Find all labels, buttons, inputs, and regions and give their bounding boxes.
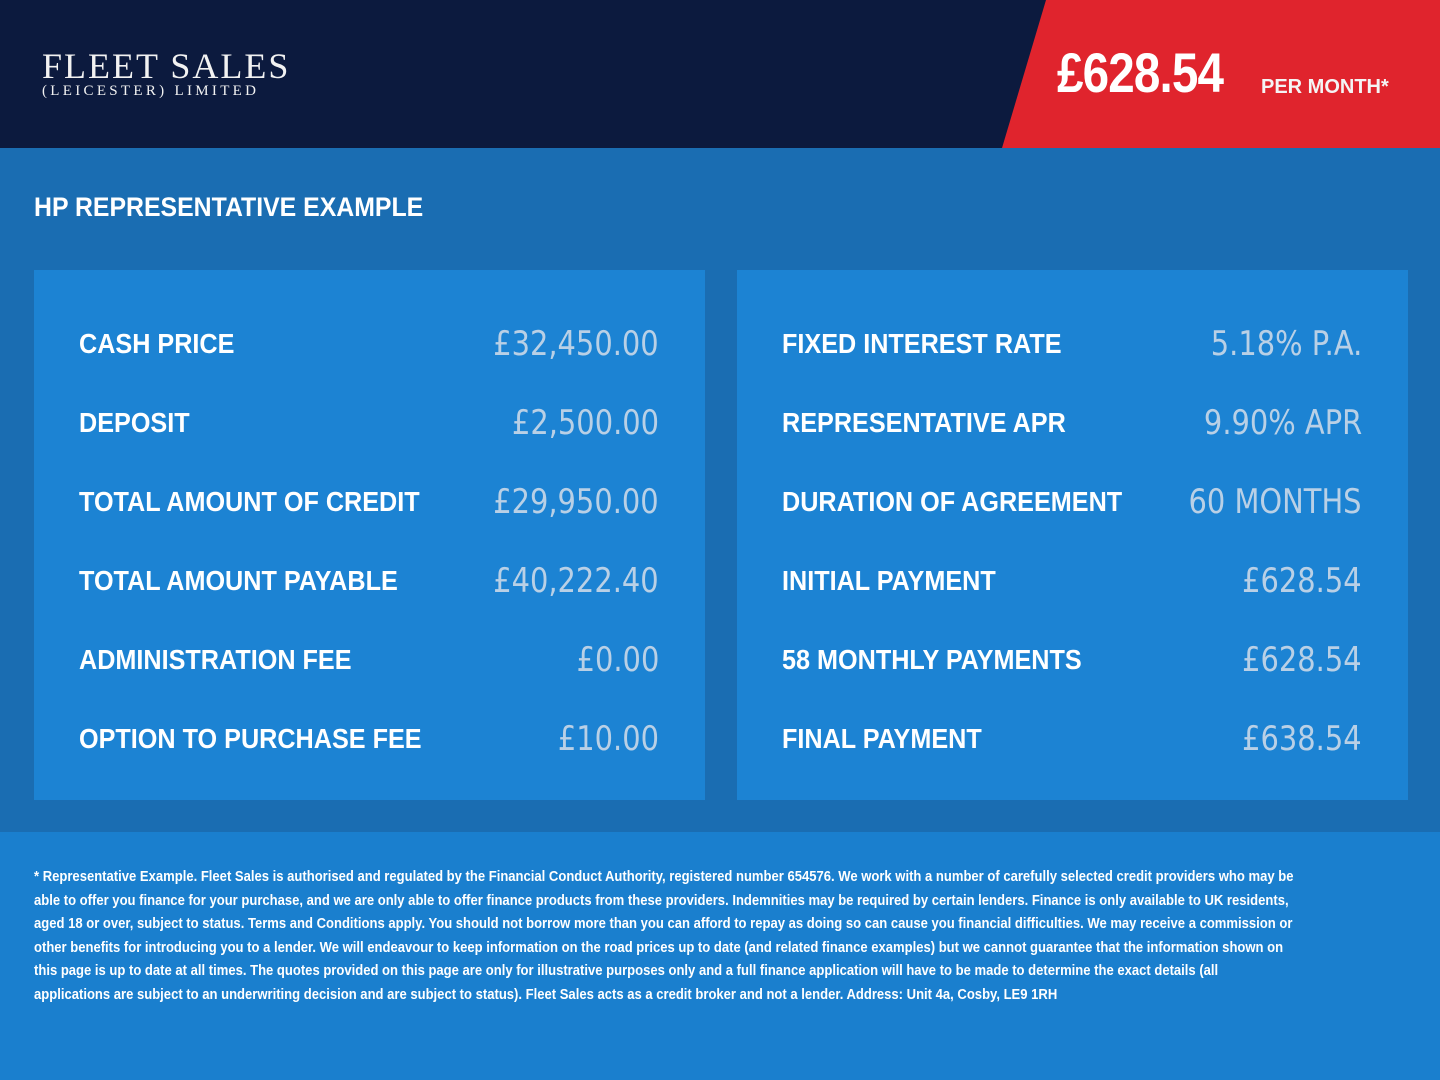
finance-value: £638.54 (1242, 719, 1362, 759)
finance-label: TOTAL AMOUNT OF CREDIT (79, 486, 420, 517)
finance-row: REPRESENTATIVE APR 9.90% APR (782, 403, 1362, 447)
finance-row: FINAL PAYMENT £638.54 (782, 719, 1362, 763)
finance-label: OPTION TO PURCHASE FEE (79, 723, 422, 754)
per-month-label: PER MONTH* (1261, 76, 1389, 98)
finance-panel-right: FIXED INTEREST RATE 5.18% P.A. REPRESENTAT… (737, 270, 1408, 800)
finance-label: DURATION OF AGREEMENT (782, 486, 1123, 517)
finance-value: £29,950.00 (493, 482, 659, 522)
finance-value: 60 MONTHS (1188, 482, 1362, 522)
finance-label: DEPOSIT (79, 407, 190, 438)
finance-label: FIXED INTEREST RATE (782, 328, 1062, 359)
footer: * Representative Example. Fleet Sales is… (0, 832, 1440, 1080)
finance-panel-left: CASH PRICE £32,450.00 DEPOSIT £2,500.00 TOTA… (34, 270, 705, 800)
finance-value: £628.54 (1242, 640, 1362, 680)
finance-value: £32,450.00 (493, 324, 659, 364)
disclaimer-text: * Representative Example. Fleet Sales is… (34, 869, 1294, 1003)
finance-row: ADMINISTRATION FEE £0.00 (79, 640, 659, 684)
finance-label: 58 MONTHLY PAYMENTS (782, 644, 1082, 675)
finance-value: £10.00 (557, 719, 659, 759)
finance-label: ADMINISTRATION FEE (79, 644, 352, 675)
finance-value: £2,500.00 (511, 403, 659, 443)
finance-row: DURATION OF AGREEMENT 60 MONTHS (782, 482, 1362, 526)
logo-line-1: FLEET SALES (42, 46, 291, 86)
finance-label: REPRESENTATIVE APR (782, 407, 1066, 438)
finance-row: 58 MONTHLY PAYMENTS £628.54 (782, 640, 1362, 684)
monthly-price-banner: £628.54 PER MONTH* (1002, 0, 1440, 148)
finance-value: £0.00 (576, 640, 659, 680)
header: FLEET SALES (LEICESTER) LIMITED £628.54 … (0, 0, 1440, 148)
finance-value: 5.18% P.A. (1210, 324, 1362, 364)
company-logo: FLEET SALES (LEICESTER) LIMITED (42, 48, 290, 99)
finance-label: FINAL PAYMENT (782, 723, 982, 754)
finance-value: £628.54 (1242, 561, 1362, 601)
section-title: HP REPRESENTATIVE EXAMPLE (34, 192, 424, 222)
finance-row: FIXED INTEREST RATE 5.18% P.A. (782, 324, 1362, 368)
finance-label: CASH PRICE (79, 328, 235, 359)
finance-row: OPTION TO PURCHASE FEE £10.00 (79, 719, 659, 763)
finance-row: INITIAL PAYMENT £628.54 (782, 561, 1362, 605)
finance-row: CASH PRICE £32,450.00 (79, 324, 659, 368)
logo-line-2: (LEICESTER) LIMITED (42, 83, 260, 99)
finance-label: TOTAL AMOUNT PAYABLE (79, 565, 398, 596)
finance-label: INITIAL PAYMENT (782, 565, 996, 596)
finance-row: DEPOSIT £2,500.00 (79, 403, 659, 447)
finance-value: 9.90% APR (1203, 403, 1362, 443)
monthly-price: £628.54 (1057, 41, 1224, 104)
finance-row: TOTAL AMOUNT OF CREDIT £29,950.00 (79, 482, 659, 526)
finance-row: TOTAL AMOUNT PAYABLE £40,222.40 (79, 561, 659, 605)
finance-value: £40,222.40 (493, 561, 659, 601)
